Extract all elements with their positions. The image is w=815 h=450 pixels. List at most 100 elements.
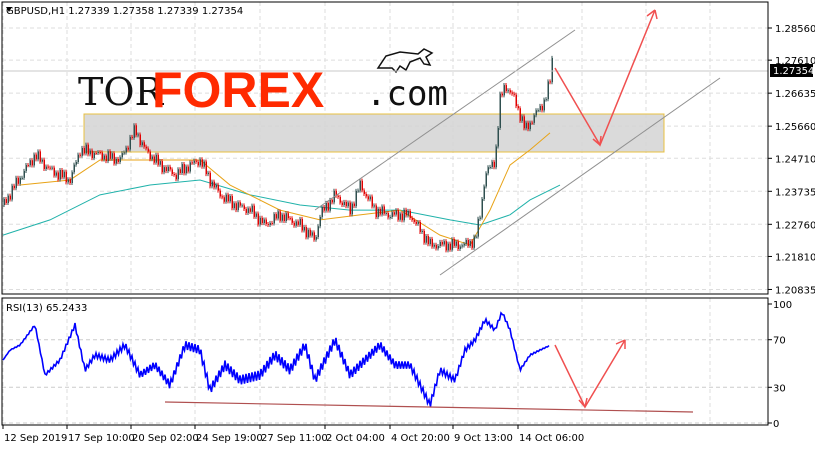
candle-body	[433, 244, 435, 247]
candle-body	[439, 241, 441, 247]
candle-body	[529, 122, 531, 130]
rsi-tick-label: 100	[773, 300, 792, 311]
candle-body	[389, 216, 391, 218]
candle-body	[341, 202, 343, 206]
candle-body	[7, 195, 9, 203]
candle-body	[53, 167, 55, 176]
candle-body	[293, 222, 295, 226]
candle-body	[407, 210, 409, 216]
candle-body	[113, 153, 115, 164]
candle-body	[527, 122, 529, 130]
candle-body	[239, 202, 241, 206]
candle-body	[385, 213, 387, 215]
candle-body	[327, 202, 329, 211]
candle-body	[213, 181, 215, 188]
candle-body	[541, 105, 543, 111]
candle-body	[355, 190, 357, 207]
dropdown-triangle-icon[interactable]	[6, 7, 12, 12]
rsi-line	[2, 311, 550, 407]
candle-body	[155, 154, 157, 163]
candle-body	[449, 243, 451, 250]
current-price-label: 1.27354	[773, 66, 814, 77]
candle-body	[281, 214, 283, 221]
candle-body	[249, 208, 251, 212]
rsi-trendline[interactable]	[164, 401, 694, 413]
candle-body	[535, 110, 537, 116]
candle-body	[127, 147, 129, 150]
channel-upper-line[interactable]	[314, 29, 576, 211]
symbol-info: GBPUSD,H1 1.27339 1.27358 1.27339 1.2735…	[6, 6, 243, 17]
candle-body	[263, 219, 265, 224]
price-tick-label: 1.28560	[775, 24, 815, 35]
candle-body	[519, 108, 521, 121]
candle-body	[383, 206, 385, 214]
time-tick-label: 20 Sep 02:00	[132, 433, 199, 444]
candle-body	[5, 199, 7, 203]
candle-body	[217, 184, 219, 191]
candle-body	[483, 186, 485, 199]
candle-body	[297, 221, 299, 225]
candle-body	[71, 172, 73, 184]
candle-body	[489, 166, 491, 168]
candle-body	[227, 194, 229, 202]
candle-body	[151, 156, 153, 160]
candle-body	[515, 94, 517, 107]
candle-body	[471, 241, 473, 248]
candle-body	[109, 151, 111, 159]
rsi-label: RSI(13) 65.2433	[6, 303, 87, 314]
candle-body	[15, 177, 17, 189]
candle-body	[241, 205, 243, 207]
candle-body	[265, 219, 267, 225]
candle-body	[499, 93, 501, 128]
candle-body	[219, 190, 221, 197]
candle-body	[331, 199, 333, 203]
candle-body	[87, 144, 89, 155]
candle-body	[311, 232, 313, 236]
candle-body	[411, 217, 413, 220]
candle-body	[405, 209, 407, 216]
candle-body	[267, 224, 269, 226]
candle-body	[453, 239, 455, 246]
candle-body	[413, 219, 415, 222]
candle-body	[225, 194, 227, 202]
candle-body	[33, 154, 35, 166]
candle-body	[65, 171, 67, 183]
candle-body	[273, 214, 275, 224]
grid	[2, 2, 768, 425]
candle-body	[445, 241, 447, 251]
candle-body	[283, 214, 285, 222]
channel-lower-line[interactable]	[439, 77, 721, 276]
candle-body	[31, 160, 33, 166]
candle-body	[23, 170, 25, 178]
candle-body	[479, 217, 481, 219]
candle-body	[507, 90, 509, 92]
arrow-head-icon	[592, 9, 658, 146]
price-tick-label: 1.25660	[775, 122, 815, 133]
candle-body	[375, 205, 377, 218]
candle-body	[339, 196, 341, 203]
candle-body	[431, 238, 433, 247]
candle-body	[143, 142, 145, 147]
candle-body	[321, 207, 323, 217]
candle-body	[185, 166, 187, 174]
candle-body	[451, 239, 453, 250]
candle-body	[187, 166, 189, 172]
main-panel-frame	[1, 1, 769, 295]
candle-body	[19, 177, 21, 184]
candle-body	[387, 213, 389, 218]
candle-body	[89, 150, 91, 155]
candle-body	[95, 152, 97, 154]
candle-body	[199, 159, 201, 166]
price-tick-label: 1.22760	[775, 220, 815, 231]
candle-body	[325, 202, 327, 211]
candle-body	[417, 222, 419, 224]
candle-body	[493, 161, 495, 168]
candle-body	[149, 151, 151, 160]
logo-text-tor: TOR	[78, 70, 164, 114]
price-tick-label: 1.26635	[775, 89, 815, 100]
candle-body	[425, 236, 427, 243]
candle-body	[509, 90, 511, 93]
candle-body	[197, 161, 199, 166]
